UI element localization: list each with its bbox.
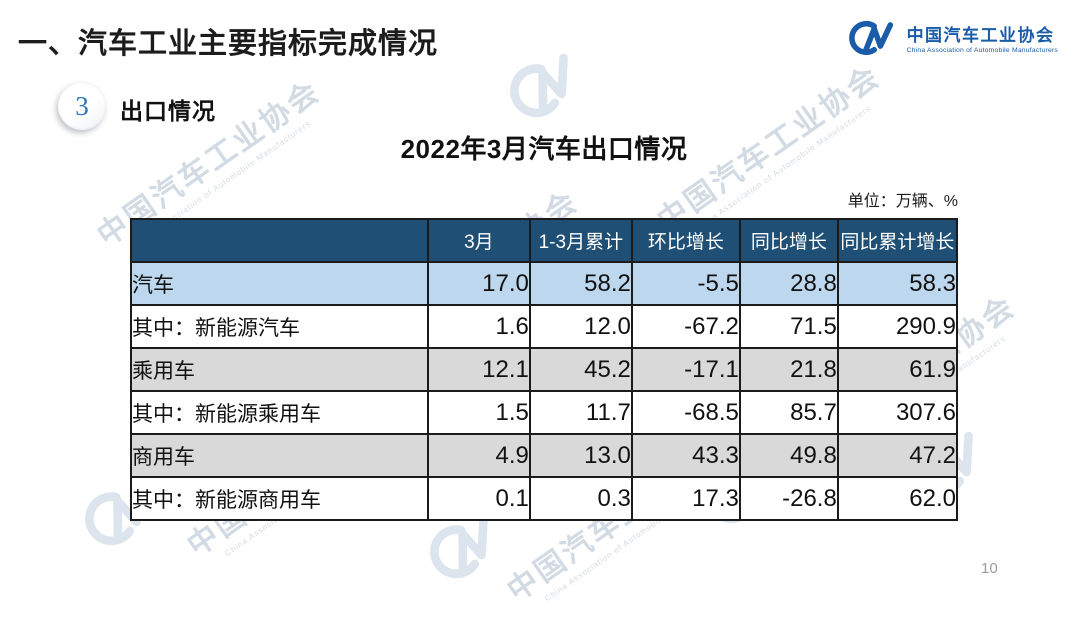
table-head: 3月 1-3月累计 环比增长 同比增长 同比累计增长 (130, 218, 959, 263)
cell-value: 12.1 (426, 347, 531, 392)
row-label: 乘用车 (130, 347, 429, 392)
cell-value: -68.5 (630, 390, 741, 435)
cell-value: 71.5 (738, 304, 839, 349)
cell-value: 28.8 (738, 261, 839, 306)
cell-value: 11.7 (528, 390, 633, 435)
slide: { "slide": { "section_title": "一、汽车工业主要指… (18, 15, 1058, 608)
cell-value: 0.1 (426, 476, 531, 521)
cell-value: 21.8 (738, 347, 839, 392)
table-row: 其中：新能源汽车 1.6 12.0 -67.2 71.5 290.9 (130, 304, 959, 349)
cell-value: 49.8 (738, 433, 839, 478)
section-title: 一、汽车工业主要指标完成情况 (18, 28, 439, 60)
row-label: 汽车 (130, 261, 429, 306)
col-header: 1-3月累计 (528, 218, 633, 263)
section-number-badge: 3 (58, 82, 106, 130)
slide-content: 一、汽车工业主要指标完成情况 中国汽车工业协会 China Associatio… (18, 15, 1058, 577)
cell-value: -26.8 (738, 476, 839, 521)
table-row: 其中：新能源商用车 0.1 0.3 17.3 -26.8 62.0 (130, 476, 959, 521)
unit-label: 单位：万辆、% (847, 193, 958, 210)
col-header: 同比增长 (738, 218, 839, 263)
col-header: 3月 (426, 218, 531, 263)
col-header: 同比累计增长 (836, 218, 959, 263)
caam-logo-subtitle: China Association of Automobile Manufact… (906, 46, 1058, 54)
row-label: 其中：新能源乘用车 (130, 390, 429, 435)
table-row: 其中：新能源乘用车 1.5 11.7 -68.5 85.7 307.6 (130, 390, 959, 435)
table-body: 汽车 17.0 58.2 -5.5 28.8 58.3 其中：新能源汽车 1.6 12.0 -67… (130, 261, 959, 521)
header-row: 3月 1-3月累计 环比增长 同比增长 同比累计增长 (130, 218, 959, 263)
col-header-blank (130, 218, 429, 263)
cell-value: 12.0 (528, 304, 633, 349)
cell-value: -17.1 (630, 347, 741, 392)
caam-logo-icon (837, 15, 899, 66)
cell-value: 290.9 (836, 304, 959, 349)
row-label: 其中：新能源商用车 (130, 476, 429, 521)
cell-value: 45.2 (528, 347, 633, 392)
badge-number: 3 (75, 90, 89, 121)
cell-value: 47.2 (836, 433, 959, 478)
cell-value: 58.2 (528, 261, 633, 306)
export-table: 3月 1-3月累计 环比增长 同比增长 同比累计增长 汽车 17.0 58.2 -5.5 28.… (130, 218, 959, 521)
cell-value: 43.3 (630, 433, 741, 478)
cell-value: -67.2 (630, 304, 741, 349)
cell-value: 85.7 (738, 390, 839, 435)
page-number: 10 (981, 560, 998, 577)
cell-value: 62.0 (836, 476, 959, 521)
cell-value: 17.3 (630, 476, 741, 521)
cell-value: 13.0 (528, 433, 633, 478)
cell-value: 1.6 (426, 304, 531, 349)
table-row: 商用车 4.9 13.0 43.3 49.8 47.2 (130, 433, 959, 478)
cell-value: 307.6 (836, 390, 959, 435)
caam-logo-text: 中国汽车工业协会 China Association of Automobile… (907, 27, 1058, 54)
cell-value: 1.5 (426, 390, 531, 435)
caam-logo-name: 中国汽车工业协会 (906, 26, 1055, 46)
col-header: 环比增长 (630, 218, 741, 263)
export-table-wrap: 3月 1-3月累计 环比增长 同比增长 同比累计增长 汽车 17.0 58.2 -5.5 28.… (130, 218, 959, 521)
cell-value: 17.0 (426, 261, 531, 306)
row-label: 其中：新能源汽车 (130, 304, 429, 349)
table-row: 乘用车 12.1 45.2 -17.1 21.8 61.9 (130, 347, 959, 392)
row-label: 商用车 (130, 433, 429, 478)
cell-value: -5.5 (630, 261, 741, 306)
caam-logo: 中国汽车工业协会 China Association of Automobile… (837, 15, 1058, 66)
cell-value: 58.3 (836, 261, 959, 306)
cell-value: 4.9 (426, 433, 531, 478)
table-row: 汽车 17.0 58.2 -5.5 28.8 58.3 (130, 261, 959, 306)
badge-label: 出口情况 (120, 98, 216, 124)
cell-value: 0.3 (528, 476, 633, 521)
cell-value: 61.9 (836, 347, 959, 392)
table-title: 2022年3月汽车出口情况 (400, 134, 688, 164)
